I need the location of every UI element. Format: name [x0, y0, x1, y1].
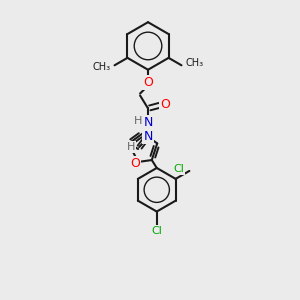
- Text: N: N: [143, 130, 153, 142]
- Text: N: N: [143, 116, 153, 129]
- Text: H: H: [127, 142, 135, 152]
- Text: H: H: [134, 116, 142, 126]
- Text: CH₃: CH₃: [185, 58, 204, 68]
- Text: O: O: [130, 158, 140, 170]
- Text: CH₃: CH₃: [92, 62, 111, 72]
- Text: O: O: [160, 98, 170, 111]
- Text: O: O: [143, 76, 153, 89]
- Text: Cl: Cl: [173, 164, 184, 174]
- Text: Cl: Cl: [151, 226, 162, 236]
